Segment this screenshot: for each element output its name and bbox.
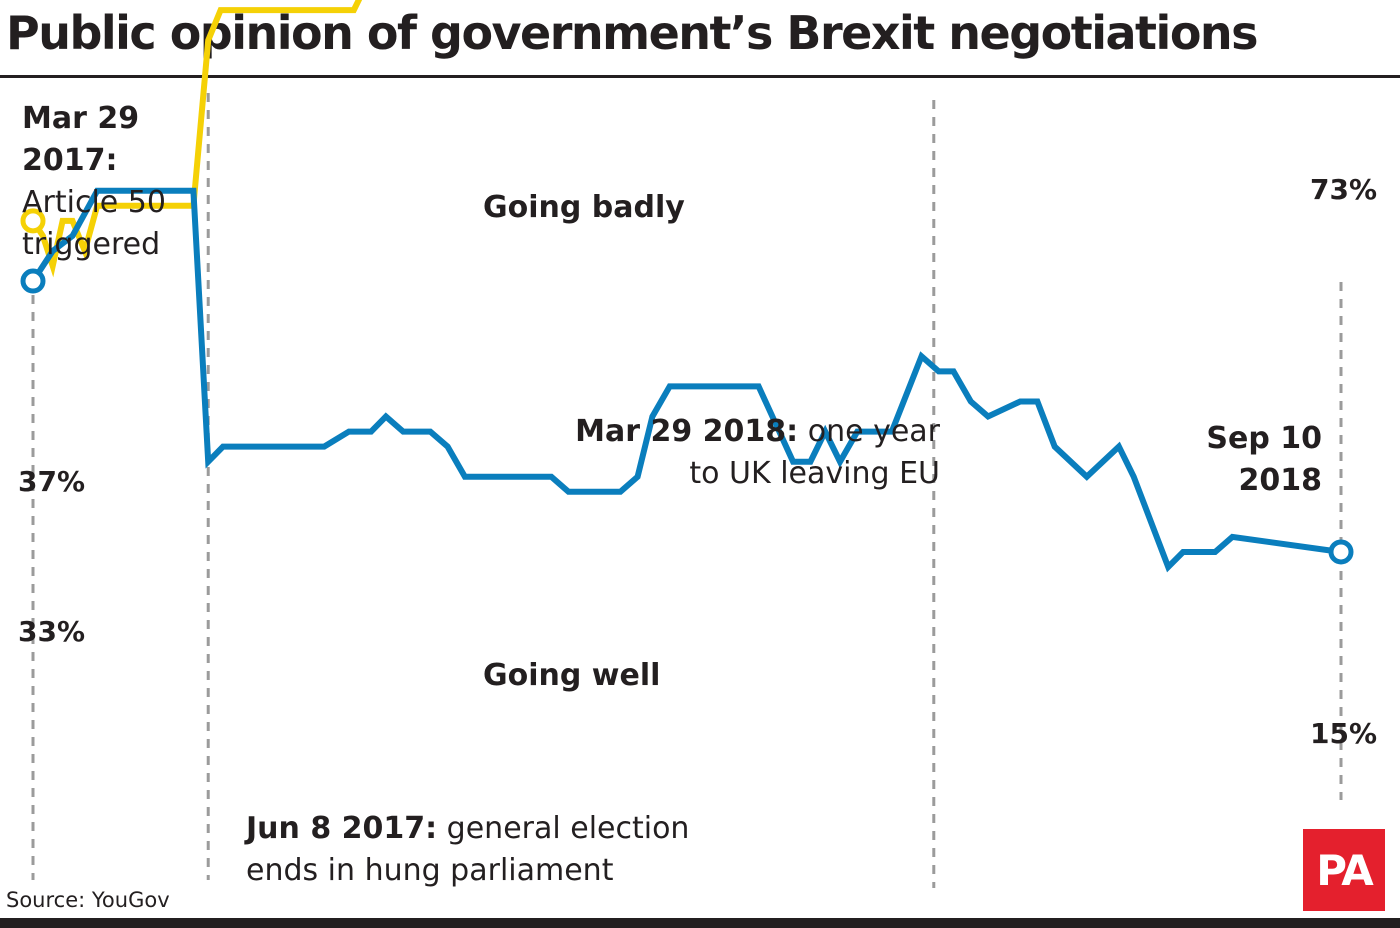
annotation-end-line1: Sep 10 bbox=[1206, 421, 1322, 456]
annotation-start-date-line1: Mar 29 bbox=[22, 101, 139, 136]
annotation-article-50: Mar 29 2017: Article 50 triggered bbox=[22, 101, 166, 262]
value-label-badly-end: 73% bbox=[1310, 173, 1377, 206]
annotation-one-year-text-line2: to UK leaving EU bbox=[689, 456, 940, 491]
series-line-going-well bbox=[30, 187, 1342, 573]
start-point-going-well bbox=[20, 268, 46, 294]
series-label-going-well: Going well bbox=[483, 658, 660, 693]
series-line-going-badly bbox=[30, 0, 363, 278]
series-label-going-badly: Going badly bbox=[483, 190, 685, 225]
annotation-one-year-line1: Mar 29 2018: one year bbox=[575, 414, 941, 449]
annotation-election-text-line2: ends in hung parliament bbox=[246, 853, 614, 888]
annotation-start-text-line1: Article 50 bbox=[22, 185, 166, 220]
annotation-general-election: Jun 8 2017: general election ends in hun… bbox=[244, 811, 689, 888]
annotation-election-text-line1: general election bbox=[437, 811, 689, 846]
event-marker-lines bbox=[31, 93, 1343, 888]
annotation-election-date: Jun 8 2017: bbox=[244, 811, 437, 846]
annotation-one-year-text-line1: one year bbox=[798, 414, 940, 449]
start-point-going-badly bbox=[20, 208, 46, 234]
series-labels: Going badly Going well bbox=[483, 190, 685, 693]
annotation-one-year-date: Mar 29 2018: bbox=[575, 414, 798, 449]
series-end-markers bbox=[20, 208, 1354, 565]
source-note: Source: YouGov bbox=[6, 888, 170, 912]
series-lines bbox=[30, 0, 1342, 573]
annotation-election-line1: Jun 8 2017: general election bbox=[244, 811, 689, 846]
annotation-start-date-line2: 2017: bbox=[22, 143, 118, 178]
value-label-badly-start: 37% bbox=[18, 465, 85, 498]
bottom-rule bbox=[0, 918, 1400, 928]
value-label-well-start: 33% bbox=[18, 615, 85, 648]
value-labels: 37% 73% 33% 15% bbox=[18, 173, 1377, 750]
value-label-well-end: 15% bbox=[1310, 717, 1377, 750]
chart-title: Public opinion of government’s Brexit ne… bbox=[6, 6, 1259, 60]
annotation-end-date: Sep 10 2018 bbox=[1206, 421, 1322, 498]
annotation-one-year: Mar 29 2018: one year to UK leaving EU bbox=[575, 414, 941, 491]
annotation-start-text-line2: triggered bbox=[22, 227, 160, 262]
pa-logo: PA bbox=[1303, 829, 1385, 911]
annotation-end-line2: 2018 bbox=[1239, 463, 1323, 498]
end-point-going-well bbox=[1328, 539, 1354, 565]
title-rule bbox=[0, 75, 1400, 78]
